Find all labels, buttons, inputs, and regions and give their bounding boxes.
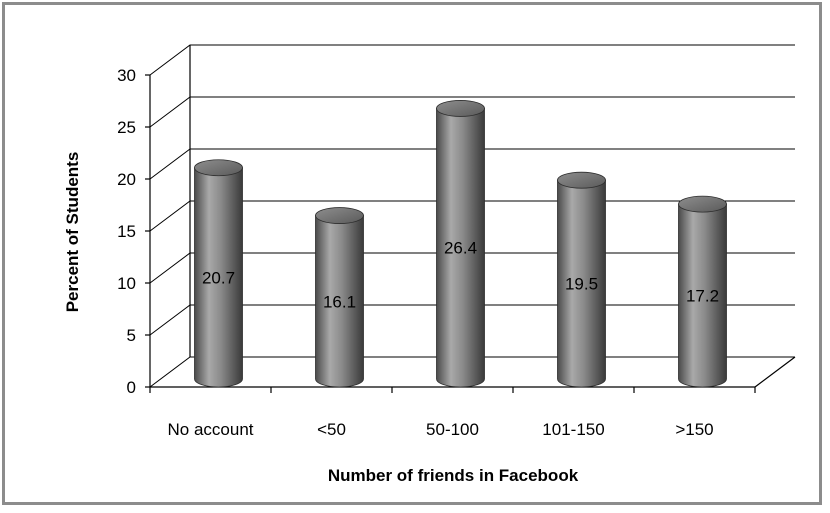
labels: 0 5 10 15 20 25 30 20.7 No account 16.1 <50 26.4 50-… [117,66,719,439]
x-tick-label: <50 [317,420,346,439]
bar-top [194,159,243,177]
y-tick-label: 0 [127,378,136,397]
x-axis-title: Number of friends in Facebook [328,466,579,485]
bar-50-100 [436,100,485,388]
x-tick-label: 101-150 [542,420,604,439]
data-label: 20.7 [202,268,235,287]
bar-top [678,195,727,213]
y-tick-label: 10 [117,274,136,293]
bar-top [315,207,364,224]
x-tick-label: 50-100 [426,420,479,439]
bar-body [315,215,364,388]
bar-no-account [194,159,243,388]
bar-body [436,108,485,388]
y-tick-label: 30 [117,66,136,85]
bar-top [557,171,606,189]
y-tick-label: 20 [117,170,136,189]
axes [145,45,796,393]
y-tick-label: 5 [127,326,136,345]
bar--50 [315,207,364,388]
data-label: 17.2 [686,287,719,306]
data-label: 26.4 [444,239,477,258]
bar-body [678,203,727,388]
x-tick-label: >150 [675,420,713,439]
bar--150 [678,195,727,388]
gridline [149,44,795,76]
bar-101-150 [557,171,606,388]
bar-body [557,179,606,388]
x-tick-label: No account [168,420,254,439]
bar-body [194,167,243,388]
y-axis-title: Percent of Students [63,152,82,313]
data-label: 19.5 [565,275,598,294]
data-label: 16.1 [323,292,356,311]
bar-top [436,100,485,117]
y-tick-label: 25 [117,118,136,137]
bars [194,100,727,388]
y-tick-label: 15 [117,222,136,241]
